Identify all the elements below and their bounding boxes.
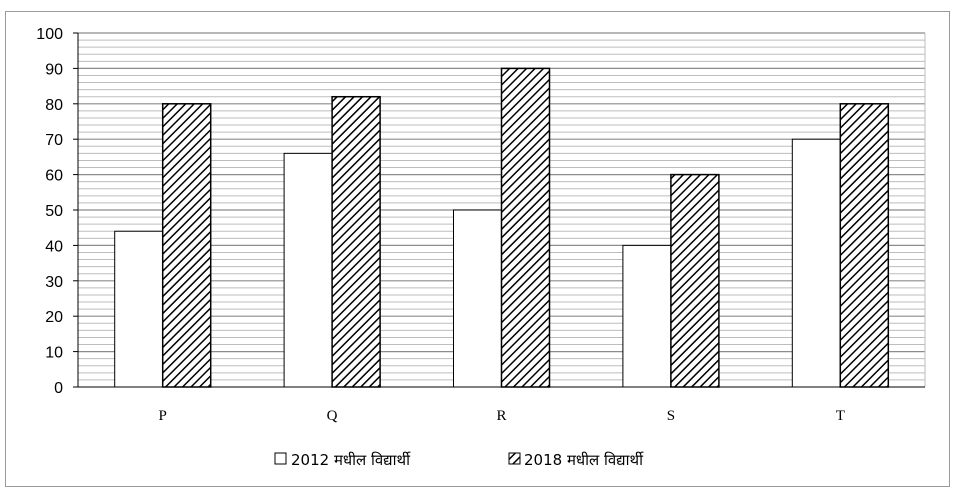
x-tick-label: P	[159, 408, 167, 424]
y-tick-label: 30	[45, 274, 63, 291]
bar-T-2012	[791, 138, 841, 388]
bar-R-2012	[453, 209, 502, 388]
bar-P-2018	[161, 103, 212, 388]
y-tick-label: 90	[45, 61, 63, 78]
x-tick-label: R	[496, 408, 506, 424]
y-tick-label: 100	[36, 26, 63, 43]
bar-S-2018	[670, 173, 720, 388]
x-tick-label: Q	[327, 408, 338, 424]
bar-P-2012	[114, 230, 164, 388]
x-axis: P Q R S T	[159, 408, 845, 424]
y-tick-label: 60	[45, 168, 63, 185]
x-tick-label: T	[836, 408, 845, 424]
bar-R-2018	[500, 67, 551, 388]
bars	[114, 67, 890, 388]
y-tick-label: 70	[45, 132, 63, 149]
chart-frame	[5, 11, 950, 487]
y-tick-label: 20	[45, 309, 63, 326]
bar-T-2018	[839, 103, 890, 388]
bar-Q-2018	[331, 95, 381, 388]
y-tick-label: 0	[54, 380, 63, 397]
bar-Q-2012	[283, 152, 333, 388]
y-tick-label: 80	[45, 97, 63, 114]
legend-label-2018: 2018 मधील विद्यार्थी	[524, 451, 644, 469]
y-tick-label: 10	[45, 345, 63, 362]
x-tick-label: S	[667, 408, 675, 424]
legend-swatch-2018	[508, 452, 521, 465]
legend-label-2012: 2012 मधील विद्यार्थी	[291, 451, 411, 469]
bar-S-2012	[622, 244, 672, 388]
y-tick-label: 50	[45, 203, 63, 220]
legend: 2012 मधील विद्यार्थी 2018 मधील विद्यार्थ…	[274, 451, 644, 469]
y-tick-label: 40	[45, 238, 63, 255]
legend-swatch-2012	[274, 452, 287, 465]
